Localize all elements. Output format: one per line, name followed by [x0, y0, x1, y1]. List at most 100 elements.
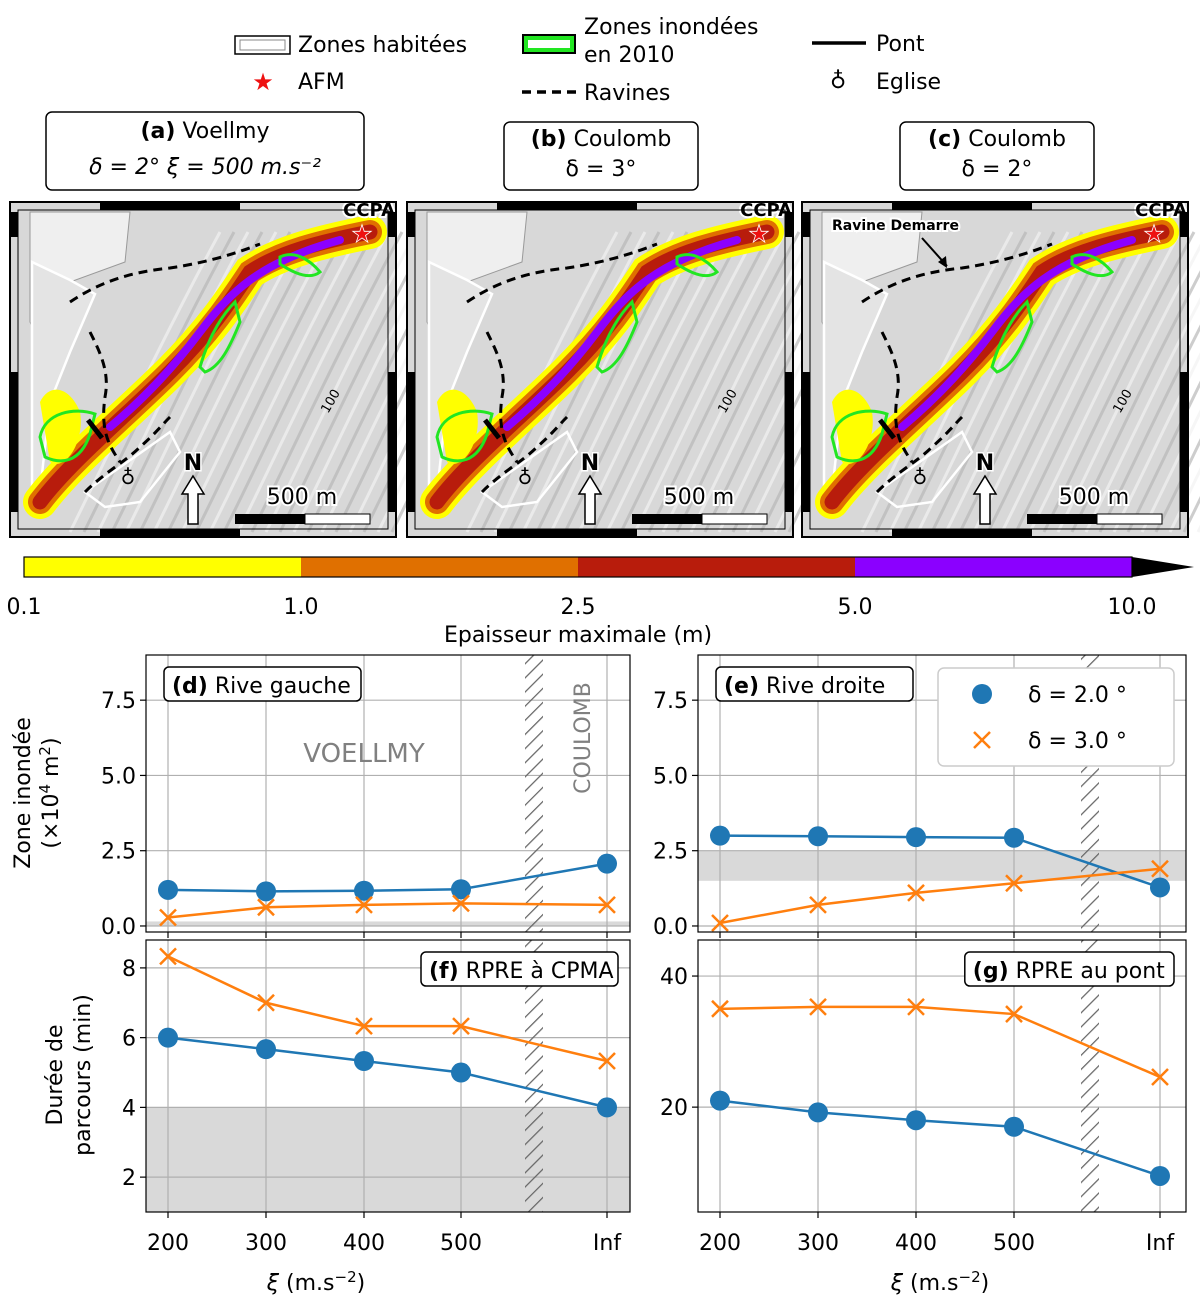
annotation-arrowhead [938, 256, 947, 268]
afm-star-icon: ★ [1143, 220, 1165, 248]
hillshade-ridge [563, 231, 717, 533]
hillshade-ridge [647, 231, 801, 533]
frame-tick [100, 202, 240, 210]
chart-title: (g) RPRE au pont [973, 959, 1165, 984]
x-tick-label: 300 [797, 1231, 839, 1256]
flow-purple [106, 236, 344, 431]
frame-tick [802, 372, 810, 512]
flooded-zone-2010 [278, 253, 323, 278]
north-arrow-icon [577, 474, 603, 525]
frame-tick [1180, 372, 1188, 512]
hillshade-ridge [958, 231, 1112, 533]
hillshade-ridge [633, 231, 787, 533]
hillshade-ridge [1112, 352, 1200, 533]
colorbar-tick-3: 5.0 [838, 595, 873, 620]
point-delta3 [1005, 874, 1023, 893]
flow-purple [898, 236, 1136, 431]
map-title-a: (a) Voellmy δ = 2° ξ = 500 m.s⁻² [45, 111, 365, 191]
colorbar-tick-4: 10.0 [1108, 595, 1157, 620]
point-delta2 [1004, 1116, 1024, 1137]
hillshade-ridge [278, 231, 432, 533]
colorbar-tick-1: 1.0 [284, 595, 319, 620]
hillshade-ridge [250, 231, 404, 533]
point-delta2 [354, 1051, 374, 1072]
chart-title-text: Rive gauche [208, 674, 351, 699]
ravine-line [861, 242, 1053, 304]
legend-label-delta3: δ = 3.0 ° [1028, 729, 1127, 754]
hillshade-ridge [194, 231, 348, 533]
y-tick-label: 4 [122, 1096, 136, 1121]
legend-flooded-1: Zones inondées [584, 15, 758, 40]
point-delta2 [451, 879, 471, 900]
inhabited-zone [874, 430, 974, 509]
afm-star-icon: ★ [252, 68, 274, 96]
flow-deposit [437, 389, 478, 464]
frame-tick [802, 212, 810, 237]
x-tick-label: 400 [343, 1231, 385, 1256]
x-tick-label: Inf [1146, 1231, 1175, 1256]
hillshade-ridge [1056, 243, 1200, 533]
point-delta3 [598, 896, 616, 914]
svg-text:(c) Coulomb: (c) Coulomb [928, 127, 1066, 152]
church-icon: ♁ [121, 465, 136, 489]
ravine-line [485, 331, 519, 463]
hillshade-ridge [605, 231, 759, 533]
ravine-line [875, 415, 964, 494]
chart-title: (d) Rive gauche [172, 674, 351, 699]
scale-bar-dark [235, 514, 305, 524]
bridge-mark [878, 418, 896, 440]
point-delta2 [808, 1102, 828, 1123]
colorbar-seg-1 [24, 557, 301, 577]
y-tick-label: 20 [660, 1096, 688, 1121]
flooded-zone-2010 [990, 299, 1034, 374]
hillshade-ridge [264, 231, 418, 533]
hillshade-ridge [236, 231, 390, 533]
region-coulomb: COULOMB [571, 682, 596, 794]
point-delta2 [1150, 877, 1170, 898]
charts: 0.0 2.5 5.0 7.5 (d) Rive gauche VOELLMY COULOM… [101, 654, 1187, 1256]
chart-title: (e) Rive droite [724, 674, 885, 699]
y-tick-label: 40 [660, 965, 688, 990]
church-icon: ♁ [830, 69, 846, 94]
x-tick-label: Inf [593, 1231, 622, 1256]
x-tick-label: 400 [895, 1231, 937, 1256]
colorbar-label: Epaisseur maximale (m) [444, 623, 712, 648]
model-divider [525, 940, 543, 1212]
xlabel-right: ξ (m.s−2) [890, 1268, 989, 1296]
frame-tick [1180, 212, 1188, 237]
frame-tick [10, 212, 18, 237]
point-delta2 [597, 1097, 617, 1118]
point-delta2 [451, 1062, 471, 1083]
frame-tick [407, 212, 415, 237]
map-model-c: Coulomb [968, 127, 1066, 152]
flow-deposit [832, 389, 873, 464]
point-delta3 [598, 1052, 616, 1070]
ravine-line [466, 242, 658, 304]
model-divider [1081, 940, 1099, 1212]
point-delta2 [256, 881, 276, 902]
hillshade-ridge [675, 231, 829, 533]
frame-tick [785, 212, 793, 237]
point-delta3 [355, 896, 373, 914]
chart-title-text: RPRE à CPMA [459, 959, 614, 984]
scale-label: 500 m [1059, 485, 1129, 510]
chart-panel-letter: (e) [724, 674, 759, 699]
flooded-zone-2010 [675, 253, 720, 278]
point-delta2 [1150, 1165, 1170, 1186]
point-delta3 [907, 883, 925, 902]
hillshade-ridge [1126, 380, 1200, 533]
region-voellmy: VOELLMY [303, 739, 425, 769]
afm-star-icon: ★ [748, 220, 770, 248]
point-delta3 [711, 914, 729, 932]
point-delta3 [355, 1017, 373, 1036]
map-model-b: Coulomb [574, 127, 672, 152]
flooded-zone-2010 [38, 409, 97, 463]
north-arrow-icon [972, 474, 998, 525]
map-title-b: (b) Coulomb δ = 3° [503, 121, 699, 191]
north-label: N [184, 451, 202, 476]
map-params-c: δ = 2° [962, 157, 1033, 182]
